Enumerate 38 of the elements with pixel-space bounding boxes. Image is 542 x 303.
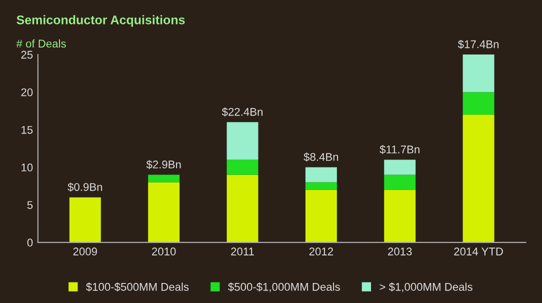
annotation: $8.4Bn: [304, 152, 338, 162]
bar: [462, 54, 494, 92]
bar: [384, 160, 416, 175]
bar: [305, 182, 337, 190]
x-tick-label: 2014 YTD: [454, 248, 503, 256]
annotation: $0.9Bn: [68, 182, 102, 192]
y-tick-label: 20: [21, 88, 33, 96]
legend-label: $500-$1,000MM Deals: [228, 282, 340, 292]
bar: [462, 92, 494, 115]
bar: [226, 160, 258, 175]
chart-title: Semiconductor Acquisitions: [16, 15, 185, 27]
bar: [226, 122, 258, 160]
bar: [148, 182, 180, 242]
y-tick-label: 0: [27, 238, 33, 247]
bar: [148, 174, 180, 182]
bar: [305, 190, 337, 242]
annotation: $22.4Bn: [222, 107, 262, 116]
x-tick-label: 2009: [73, 248, 97, 256]
y-tick-label: 10: [22, 164, 33, 172]
x-tick-label: 2012: [309, 248, 333, 256]
bar: [69, 197, 101, 242]
bar: [305, 167, 337, 182]
annotation: $11.7Bn: [380, 145, 420, 154]
x-tick-label: 2011: [231, 248, 254, 256]
bar: [462, 114, 494, 242]
x-tick-label: 2013: [388, 248, 412, 256]
annotation: $2.9Bn: [146, 160, 181, 170]
bar: [226, 174, 258, 242]
x-tick-label: 2010: [152, 248, 176, 256]
annotation: $17.4Bn: [458, 40, 499, 49]
y-tick-label: 25: [21, 50, 33, 59]
bar: [384, 190, 416, 242]
y-axis-title: # of Deals: [16, 39, 66, 48]
bar: [384, 174, 416, 190]
y-tick-label: 15: [22, 126, 33, 134]
legend-label: $100-$500MM Deals: [86, 282, 189, 292]
legend-label: > $1,000MM Deals: [380, 282, 472, 292]
y-tick-label: 5: [27, 201, 33, 209]
